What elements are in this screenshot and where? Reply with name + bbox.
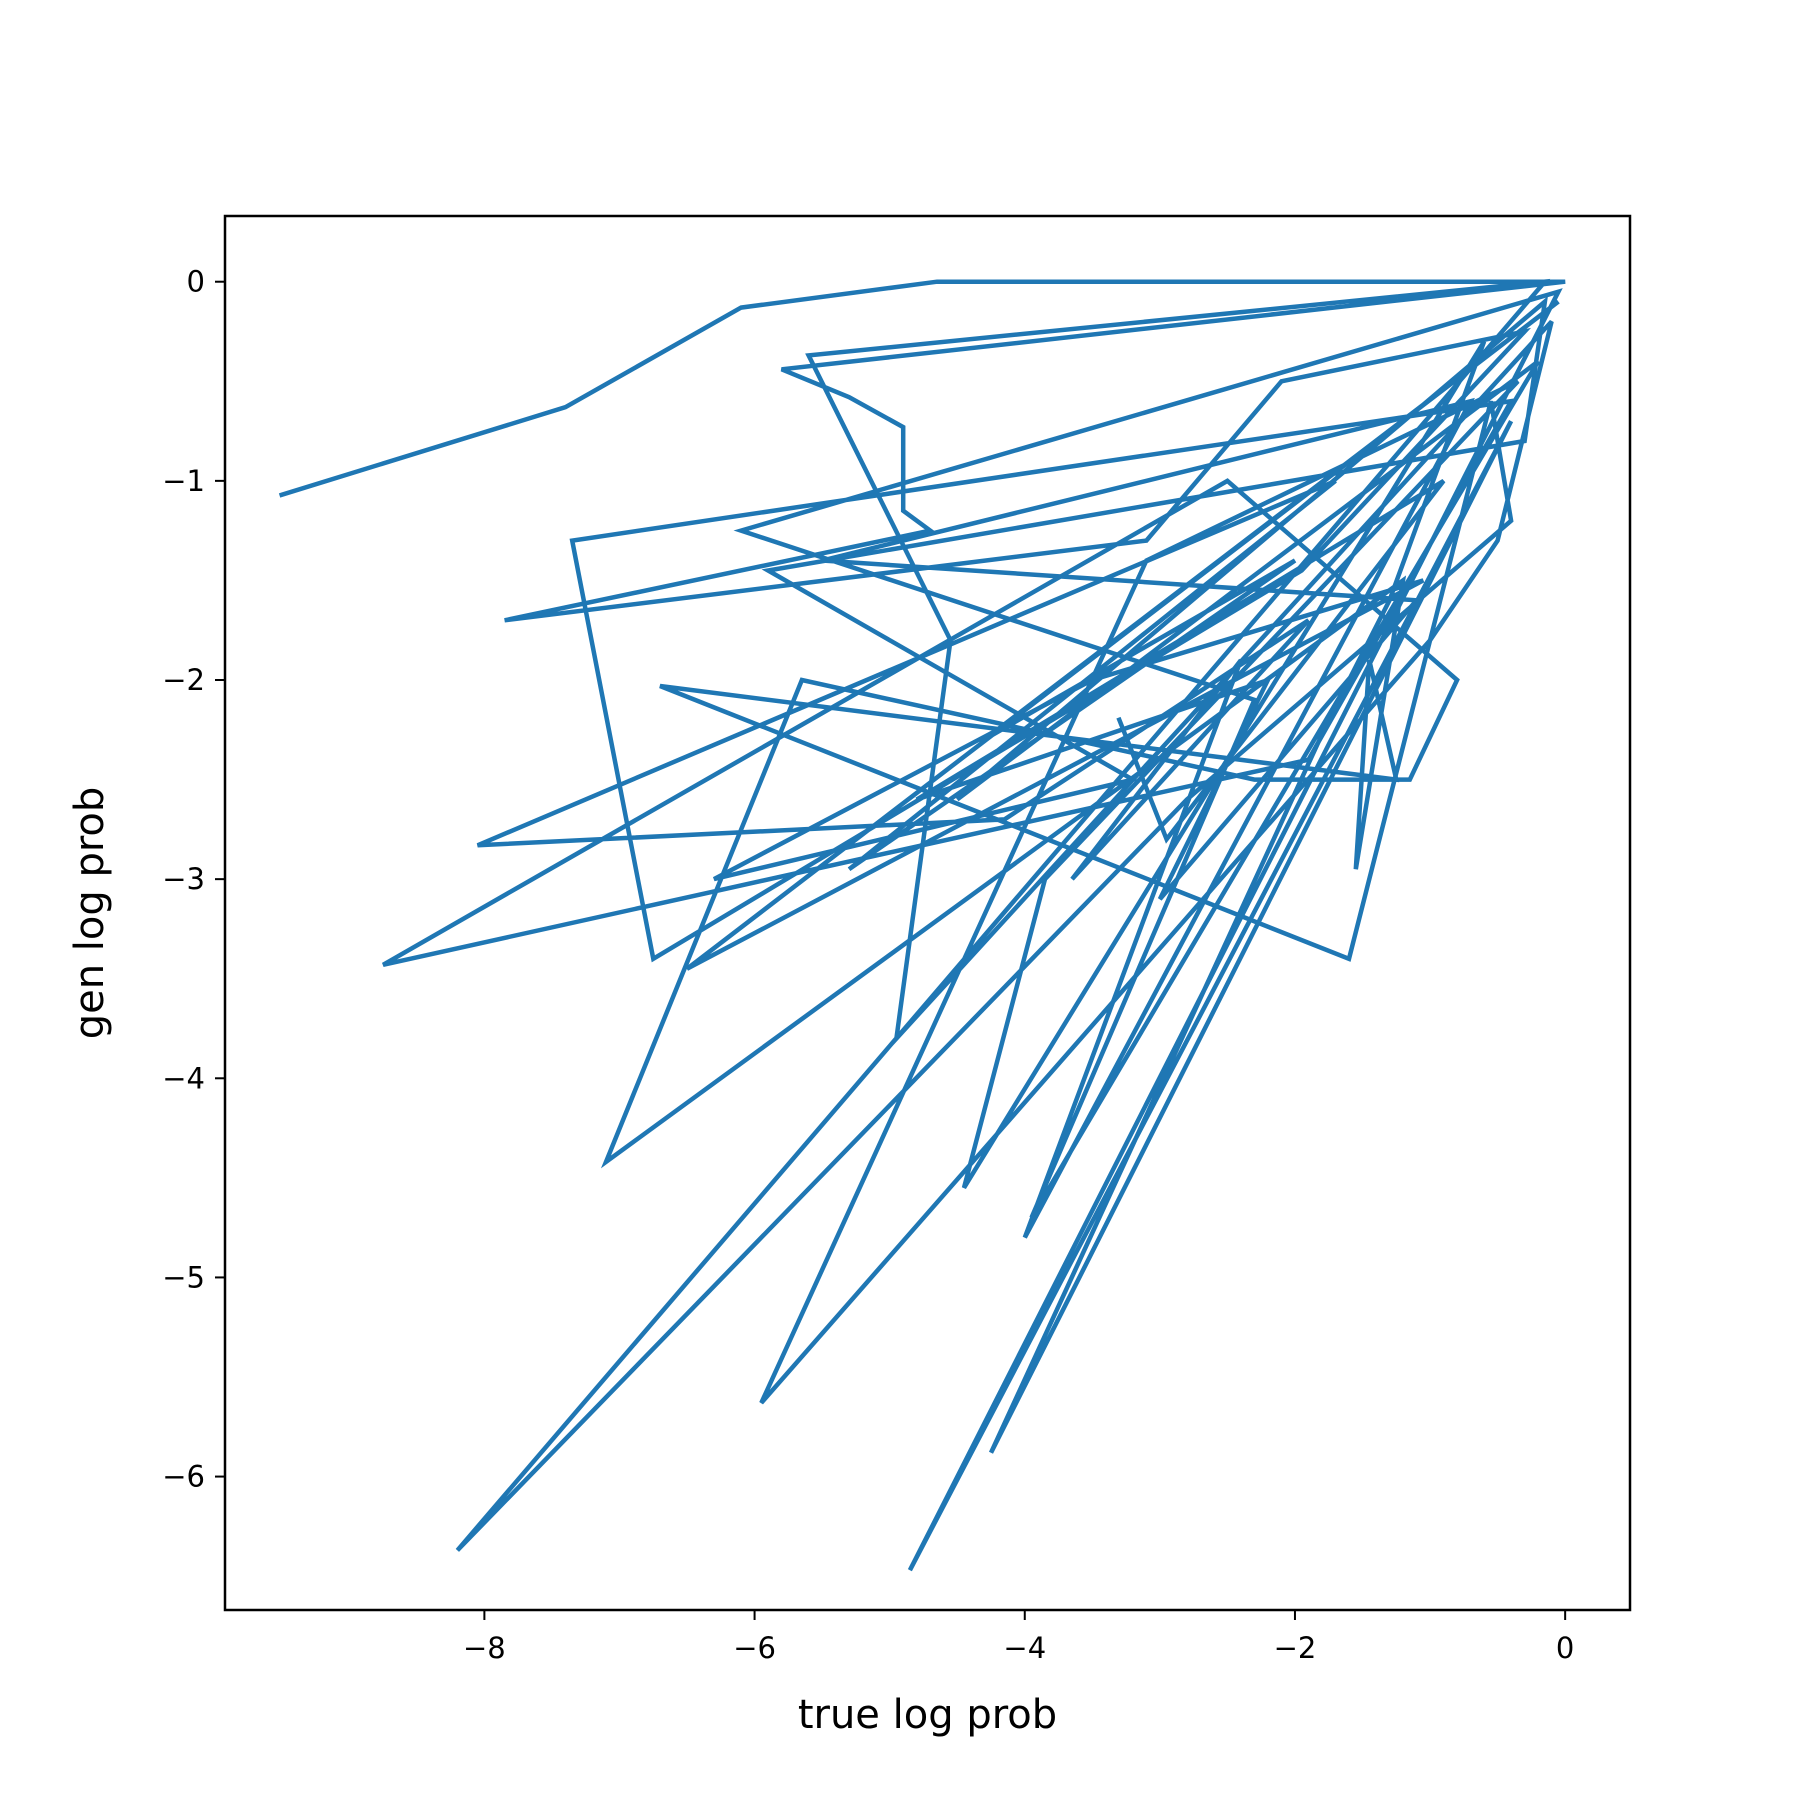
y-tick-label: −4	[162, 1061, 205, 1095]
y-tick-label: −1	[162, 464, 205, 498]
axes-frame	[223, 214, 1632, 1612]
x-tick-label: −6	[733, 1631, 776, 1665]
y-tick-label: −3	[162, 862, 205, 896]
x-tick-label: −4	[1003, 1631, 1046, 1665]
axis-ticks: −8 −6 −4 −2 0 0 −1 −2 −3 −4 −5 −6	[162, 265, 1574, 1665]
x-axis-label: true log prob	[798, 1692, 1057, 1738]
x-tick-label: 0	[1556, 1631, 1574, 1665]
y-axis-label: gen log prob	[67, 787, 113, 1040]
plot-area	[278, 278, 1566, 1572]
x-tick-label: −2	[1274, 1631, 1317, 1665]
y-tick-label: −5	[162, 1260, 205, 1294]
y-tick-label: −6	[162, 1460, 205, 1494]
y-tick-label: −2	[162, 663, 205, 697]
x-tick-label: −8	[463, 1631, 506, 1665]
y-tick-label: 0	[187, 265, 205, 299]
series-line-0	[278, 278, 1566, 1572]
